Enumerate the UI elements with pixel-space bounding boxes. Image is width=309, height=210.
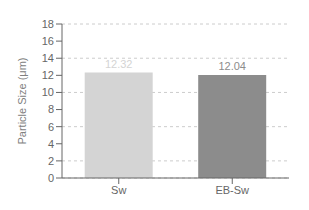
svg-text:4: 4: [48, 138, 54, 150]
svg-text:16: 16: [42, 35, 54, 47]
svg-text:18: 18: [42, 18, 54, 30]
svg-text:2: 2: [48, 155, 54, 167]
svg-text:6: 6: [48, 121, 54, 133]
svg-text:Particle Size (μm): Particle Size (μm): [16, 57, 28, 144]
svg-text:Sw: Sw: [111, 184, 126, 196]
svg-text:12.04: 12.04: [218, 60, 246, 72]
svg-text:14: 14: [42, 52, 54, 64]
svg-text:12: 12: [42, 69, 54, 81]
svg-text:EB-Sw: EB-Sw: [215, 184, 249, 196]
svg-text:10: 10: [42, 86, 54, 98]
svg-text:12.32: 12.32: [105, 58, 133, 70]
svg-text:8: 8: [48, 103, 54, 115]
svg-text:0: 0: [48, 172, 54, 184]
